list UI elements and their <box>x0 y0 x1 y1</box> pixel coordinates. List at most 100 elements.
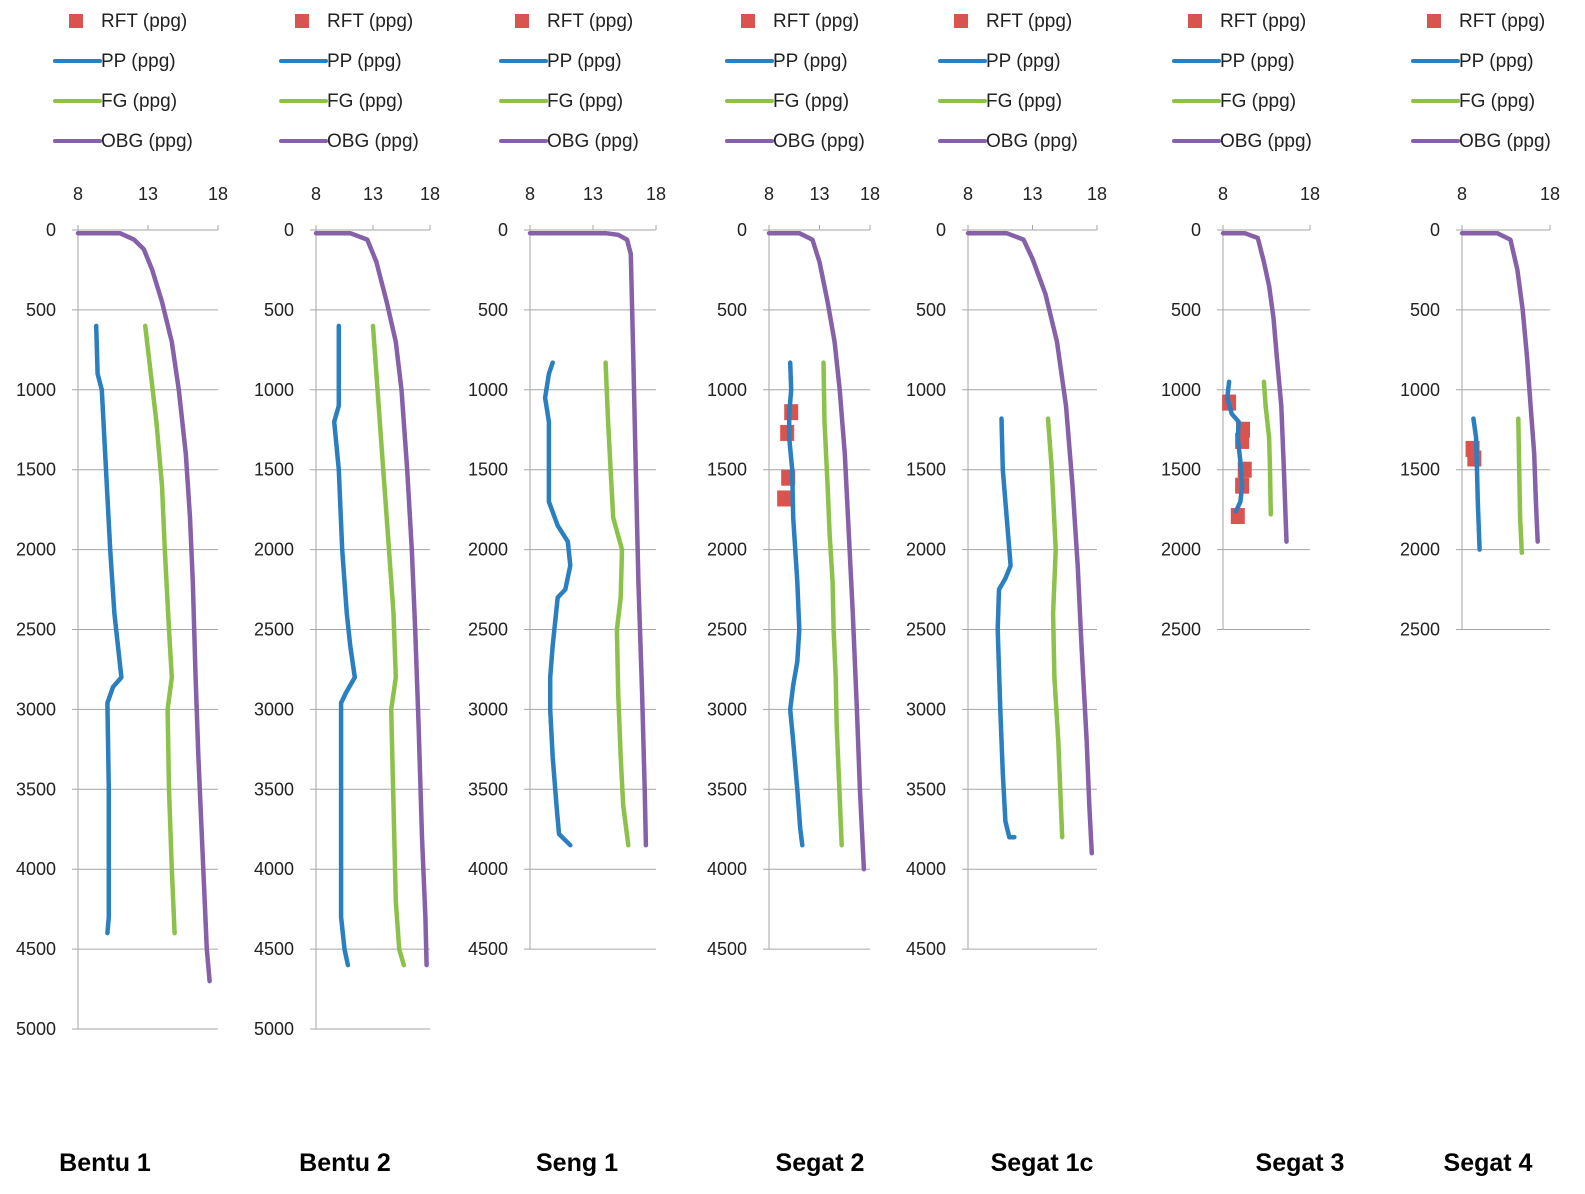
y-tick-label: 4500 <box>16 939 56 959</box>
y-tick-label: 3500 <box>906 779 946 799</box>
legend-label: OBG (ppg) <box>986 131 1078 152</box>
y-tick-label: 4500 <box>707 939 747 959</box>
series-obg-line <box>527 230 649 848</box>
legend-label: PP (ppg) <box>986 51 1061 72</box>
y-tick-label: 1500 <box>707 460 747 480</box>
y-tick-label: 0 <box>1430 220 1440 240</box>
x-tick-label: 18 <box>420 184 440 204</box>
legend-marker-rft <box>295 14 309 28</box>
y-tick-label: 4500 <box>468 939 508 959</box>
y-tick-label: 3000 <box>707 699 747 719</box>
y-tick-label: 1500 <box>906 460 946 480</box>
series-fg-line <box>370 323 407 968</box>
legend-label: RFT (ppg) <box>101 11 187 32</box>
axes: 8 13 18 0 500 1000 1500 2000 2500 3000 3500 4000 450… <box>254 184 440 1039</box>
axes: 8 18 0 500 1000 1500 2000 2500 <box>1161 184 1320 640</box>
legend-label: OBG (ppg) <box>1220 131 1312 152</box>
rft-marker <box>777 490 792 507</box>
y-tick-label: 4500 <box>254 939 294 959</box>
y-tick-label: 1000 <box>707 380 747 400</box>
y-tick-label: 2000 <box>707 540 747 560</box>
y-tick-label: 2000 <box>254 540 294 560</box>
series-obg-line <box>75 230 212 984</box>
x-tick-label: 13 <box>583 184 603 204</box>
y-tick-label: 0 <box>46 220 56 240</box>
legend-label: RFT (ppg) <box>773 11 859 32</box>
y-tick-label: 3000 <box>254 699 294 719</box>
legend: RFT (ppg) PP (ppg) FG (ppg) OBG (ppg) <box>1172 11 1312 152</box>
legend-label: FG (ppg) <box>1459 91 1535 112</box>
legend-marker-rft <box>741 14 755 28</box>
y-tick-label: 3500 <box>16 779 56 799</box>
x-tick-label: 8 <box>311 184 321 204</box>
y-tick-label: 500 <box>916 300 946 320</box>
y-tick-label: 0 <box>936 220 946 240</box>
legend-label: FG (ppg) <box>547 91 623 112</box>
y-tick-label: 4000 <box>468 859 508 879</box>
legend: RFT (ppg) PP (ppg) FG (ppg) OBG (ppg) <box>499 11 639 152</box>
series-pp-line <box>1471 416 1482 552</box>
legend-label: RFT (ppg) <box>986 11 1072 32</box>
well-title: Seng 1 <box>536 1149 618 1177</box>
x-tick-label: 8 <box>525 184 535 204</box>
y-tick-label: 0 <box>737 220 747 240</box>
legend-marker-rft <box>515 14 529 28</box>
legend-label: RFT (ppg) <box>1220 11 1306 32</box>
series-fg-line <box>1516 416 1525 556</box>
y-tick-label: 3500 <box>707 779 747 799</box>
y-tick-label: 2000 <box>16 540 56 560</box>
y-tick-label: 4000 <box>16 859 56 879</box>
x-tick-label: 8 <box>73 184 83 204</box>
series-pp-line <box>1225 379 1245 514</box>
axes: 8 13 18 0 500 1000 1500 2000 2500 3000 3500 4000 450… <box>906 184 1107 959</box>
legend-label: PP (ppg) <box>1459 51 1534 72</box>
y-tick-label: 500 <box>264 300 294 320</box>
y-tick-label: 3500 <box>468 779 508 799</box>
x-tick-label: 18 <box>1300 184 1320 204</box>
series-obg-line <box>766 230 867 872</box>
x-tick-label: 13 <box>1022 184 1042 204</box>
y-tick-label: 2000 <box>1400 540 1440 560</box>
y-tick-label: 2500 <box>254 620 294 640</box>
y-tick-label: 2000 <box>906 540 946 560</box>
legend: RFT (ppg) PP (ppg) FG (ppg) OBG (ppg) <box>279 11 419 152</box>
series-obg-line <box>313 230 429 968</box>
well-title: Bentu 1 <box>59 1149 151 1177</box>
x-tick-label: 18 <box>1540 184 1560 204</box>
series-fg-line <box>821 360 844 848</box>
legend-label: FG (ppg) <box>101 91 177 112</box>
chart-4: RFT (ppg) PP (ppg) FG (ppg) OBG (ppg) 8 13 18 0… <box>707 11 880 1177</box>
x-tick-label: 13 <box>138 184 158 204</box>
legend-label: PP (ppg) <box>773 51 848 72</box>
legend-label: PP (ppg) <box>547 51 622 72</box>
y-tick-label: 2500 <box>468 620 508 640</box>
series-obg-line <box>1220 230 1289 544</box>
legend: RFT (ppg) PP (ppg) FG (ppg) OBG (ppg) <box>725 11 865 152</box>
x-tick-label: 8 <box>1218 184 1228 204</box>
axes: 8 13 18 0 500 1000 1500 2000 2500 3000 3500 4000 450… <box>707 184 880 959</box>
series-fg-line <box>603 360 631 848</box>
legend-marker-rft <box>1188 14 1202 28</box>
axes: 8 18 0 500 1000 1500 2000 2500 <box>1400 184 1560 640</box>
well-title: Segat 2 <box>776 1149 865 1177</box>
legend-label: OBG (ppg) <box>547 131 639 152</box>
y-tick-label: 4000 <box>707 859 747 879</box>
y-tick-label: 1500 <box>16 460 56 480</box>
series-fg-line <box>1045 416 1065 840</box>
chart-7: RFT (ppg) PP (ppg) FG (ppg) OBG (ppg) 8 18 0 50… <box>1400 11 1560 1177</box>
y-tick-label: 3000 <box>906 699 946 719</box>
chart-2: RFT (ppg) PP (ppg) FG (ppg) OBG (ppg) 8 13 18 0… <box>254 11 440 1177</box>
legend: RFT (ppg) PP (ppg) FG (ppg) OBG (ppg) <box>1411 11 1551 152</box>
y-tick-label: 1000 <box>468 380 508 400</box>
y-tick-label: 1000 <box>1161 380 1201 400</box>
well-title: Segat 3 <box>1256 1149 1345 1177</box>
x-tick-label: 18 <box>860 184 880 204</box>
legend-marker-rft <box>954 14 968 28</box>
legend-label: OBG (ppg) <box>327 131 419 152</box>
legend-label: FG (ppg) <box>327 91 403 112</box>
legend-label: RFT (ppg) <box>547 11 633 32</box>
legend-label: OBG (ppg) <box>773 131 865 152</box>
y-tick-label: 2500 <box>1161 620 1201 640</box>
y-tick-label: 0 <box>284 220 294 240</box>
